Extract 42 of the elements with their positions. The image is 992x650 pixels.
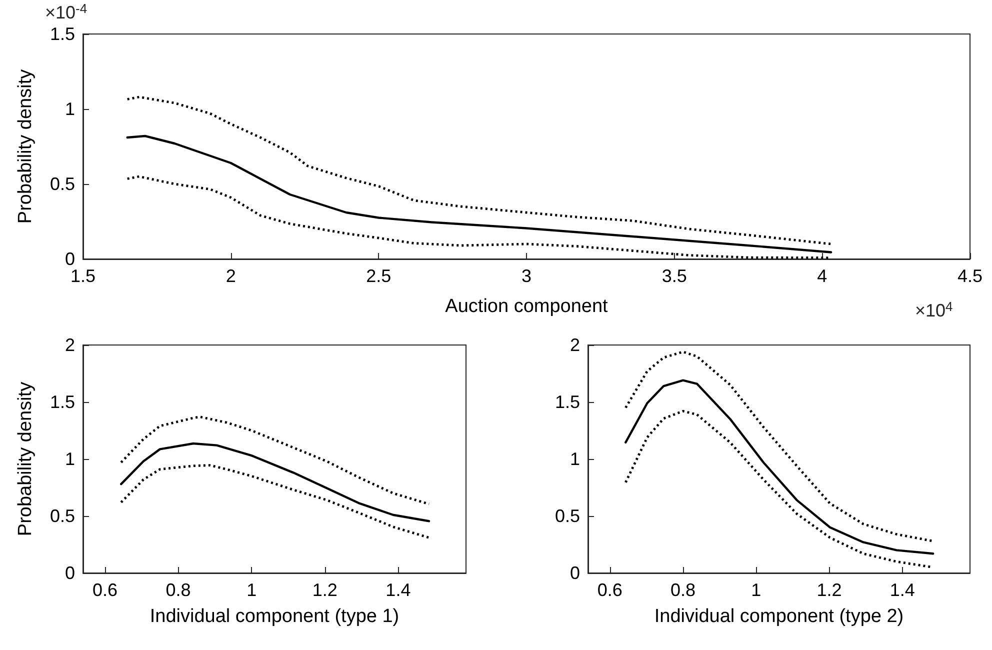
y-tick-label: 1.5: [50, 392, 75, 412]
x-tick-label: 4.5: [957, 266, 983, 286]
x-tick-label: 2: [226, 266, 236, 286]
line-series: [120, 464, 430, 539]
x-tick-label: 1.2: [816, 580, 842, 600]
y-tick-label: 2: [64, 335, 75, 355]
line-series: [624, 379, 934, 555]
y-tick-label: 0: [570, 563, 580, 583]
x-axis-title: Auction component: [445, 296, 609, 317]
x-tick-label: 1.4: [386, 580, 411, 600]
x-tick-label: 0.6: [92, 580, 118, 600]
y-axis-title: Probability density: [15, 68, 36, 224]
x-tick-label: 1: [246, 580, 257, 600]
x-tick-label: 0.8: [166, 580, 191, 600]
y-tick-label: 0.5: [50, 174, 75, 194]
y-tick-label: 1: [64, 99, 75, 119]
line-series: [120, 416, 430, 506]
y-tick-label: 1.5: [50, 24, 75, 44]
x-tick-label: 3.5: [662, 266, 687, 286]
x-tick-label: 0.6: [597, 580, 622, 600]
y-tick-label: 1: [64, 449, 75, 469]
x-tick-label: 3: [521, 266, 532, 286]
line-series: [624, 350, 934, 542]
line-series: [126, 96, 832, 246]
y-tick-label: 0: [64, 249, 75, 269]
y-tick-label: 1: [570, 449, 580, 469]
x-tick-label: 1: [751, 580, 762, 600]
y-axis-title: Probability density: [15, 381, 36, 536]
x-axis-title: Individual component (type 1): [150, 606, 400, 627]
x-tick-label: 1.2: [312, 580, 338, 600]
x-tick-label: 4: [817, 266, 828, 286]
y-tick-label: 1.5: [554, 392, 580, 412]
x-tick-label: 0.8: [670, 580, 696, 600]
y-tick-label: 0.5: [554, 506, 580, 526]
x-axis-title: Individual component (type 2): [654, 606, 904, 627]
y-tick-label: 0.5: [50, 506, 75, 526]
y-tick-label: 2: [570, 335, 580, 355]
line-series: [120, 442, 430, 522]
y-tick-label: 0: [64, 563, 75, 583]
x-tick-label: 1.4: [890, 580, 915, 600]
x-tick-label: 2.5: [366, 266, 392, 286]
line-series: [126, 134, 832, 254]
